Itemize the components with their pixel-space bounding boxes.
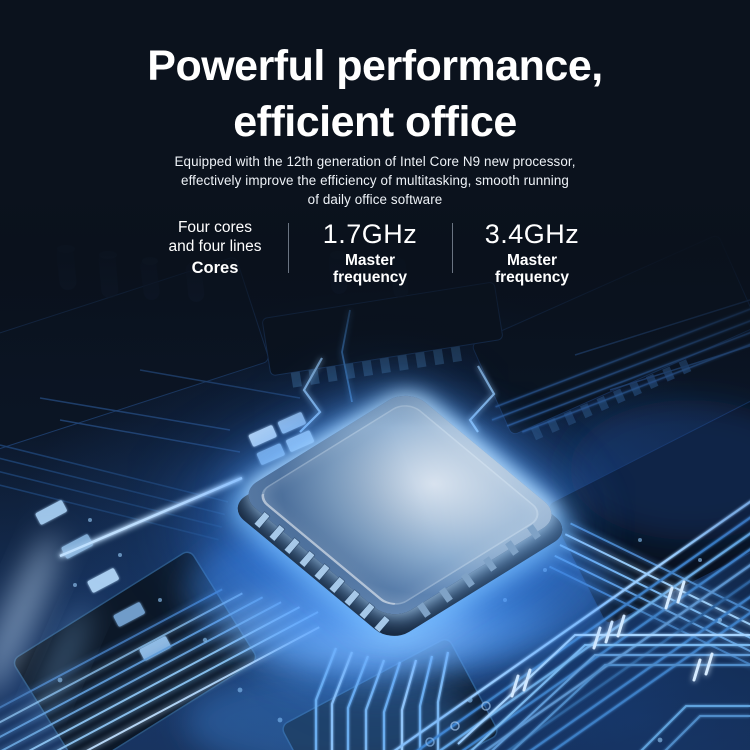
spec-cores-line1: Four cores	[177, 219, 253, 236]
title-line-1: Powerful performance,	[147, 42, 603, 90]
subtitle-line-2: effectively improve the efficiency of mu…	[181, 173, 569, 188]
spec-turbo-frequency: 3.4GHz Master frequency	[456, 219, 608, 286]
spec-divider	[288, 223, 289, 273]
spec-turbo-frequency-label2: frequency	[494, 268, 570, 286]
spec-base-frequency-value: 1.7GHz	[322, 219, 418, 249]
spec-cores-line2: and four lines	[168, 237, 262, 255]
spec-cores-label: Cores	[191, 259, 239, 277]
spec-base-frequency-label2: frequency	[332, 268, 408, 286]
page-title: Powerful performance, efficient office	[0, 38, 750, 150]
spec-turbo-frequency-value: 3.4GHz	[484, 219, 580, 249]
spec-base-frequency-label1: Master	[345, 252, 395, 269]
spec-base-frequency: 1.7GHz Master frequency	[292, 219, 448, 286]
spec-cores: Four cores and four lines Cores	[133, 219, 297, 277]
spec-divider	[452, 223, 453, 273]
subtitle: Equipped with the 12th generation of Int…	[0, 152, 750, 209]
title-line-2: efficient office	[233, 98, 517, 146]
subtitle-line-1: Equipped with the 12th generation of Int…	[174, 154, 576, 169]
subtitle-line-3: of daily office software	[307, 192, 443, 207]
spec-turbo-frequency-label1: Master	[507, 252, 557, 269]
